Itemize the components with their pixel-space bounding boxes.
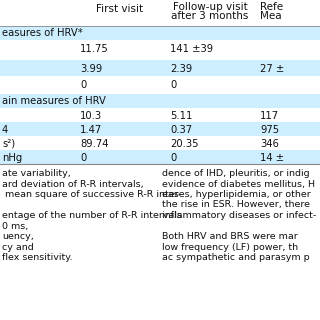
Bar [0, 108, 320, 122]
Text: 346: 346 [260, 139, 279, 149]
Text: 117: 117 [260, 111, 279, 121]
Text: 11.75: 11.75 [80, 44, 109, 54]
Text: low frequency (LF) power, th: low frequency (LF) power, th [162, 243, 298, 252]
Bar [0, 76, 320, 94]
Text: 2.39: 2.39 [170, 64, 192, 74]
Text: 0: 0 [80, 153, 86, 163]
Text: Refe: Refe [260, 2, 283, 12]
Text: uency,: uency, [2, 232, 34, 241]
Text: 0 ms,: 0 ms, [2, 221, 28, 230]
Text: ac sympathetic and parasym p: ac sympathetic and parasym p [162, 253, 310, 262]
Text: 141 ±39: 141 ±39 [170, 44, 213, 54]
Text: evidence of diabetes mellitus, H: evidence of diabetes mellitus, H [162, 180, 315, 188]
Text: 0.37: 0.37 [170, 125, 192, 135]
Text: entage of the number of R-R intervals: entage of the number of R-R intervals [2, 211, 182, 220]
Text: flex sensitivity.: flex sensitivity. [2, 253, 73, 262]
Text: the rise in ESR. However, there: the rise in ESR. However, there [162, 201, 310, 210]
Text: 89.74: 89.74 [80, 139, 108, 149]
Text: 27 ±: 27 ± [260, 64, 284, 74]
Text: easures of HRV*: easures of HRV* [2, 28, 83, 38]
Bar [0, 122, 320, 136]
Text: 0: 0 [170, 153, 176, 163]
Bar [0, 136, 320, 150]
Text: eases, hyperlipidemia, or other: eases, hyperlipidemia, or other [162, 190, 311, 199]
Text: inflammatory diseases or infect-: inflammatory diseases or infect- [162, 211, 316, 220]
Text: 4: 4 [2, 125, 8, 135]
Text: ard deviation of R-R intervals,: ard deviation of R-R intervals, [2, 180, 144, 188]
Text: 14 ±: 14 ± [260, 153, 284, 163]
Text: Follow-up visit: Follow-up visit [172, 2, 247, 12]
Text: 3.99: 3.99 [80, 64, 102, 74]
Text: mean square of successive R-R inter-: mean square of successive R-R inter- [2, 190, 181, 199]
Text: 1.47: 1.47 [80, 125, 102, 135]
Text: dence of IHD, pleuritis, or indig: dence of IHD, pleuritis, or indig [162, 169, 310, 178]
Text: 5.11: 5.11 [170, 111, 192, 121]
Text: Mea: Mea [260, 11, 282, 21]
Text: 0: 0 [80, 80, 86, 90]
Text: 20.35: 20.35 [170, 139, 198, 149]
Text: s²): s²) [2, 139, 15, 149]
Text: Both HRV and BRS were mar: Both HRV and BRS were mar [162, 232, 298, 241]
Text: First visit: First visit [96, 4, 144, 14]
Bar [0, 26, 320, 40]
Bar [0, 150, 320, 164]
Text: ain measures of HRV: ain measures of HRV [2, 96, 106, 106]
Text: 0: 0 [170, 80, 176, 90]
Bar [0, 40, 320, 60]
Bar [0, 0, 320, 26]
Text: nHg: nHg [2, 153, 22, 163]
Text: 10.3: 10.3 [80, 111, 102, 121]
Text: after 3 months: after 3 months [171, 11, 249, 21]
Bar [0, 60, 320, 76]
Text: cy and: cy and [2, 243, 34, 252]
Text: 975: 975 [260, 125, 279, 135]
Text: ate variability,: ate variability, [2, 169, 71, 178]
Bar [0, 94, 320, 108]
